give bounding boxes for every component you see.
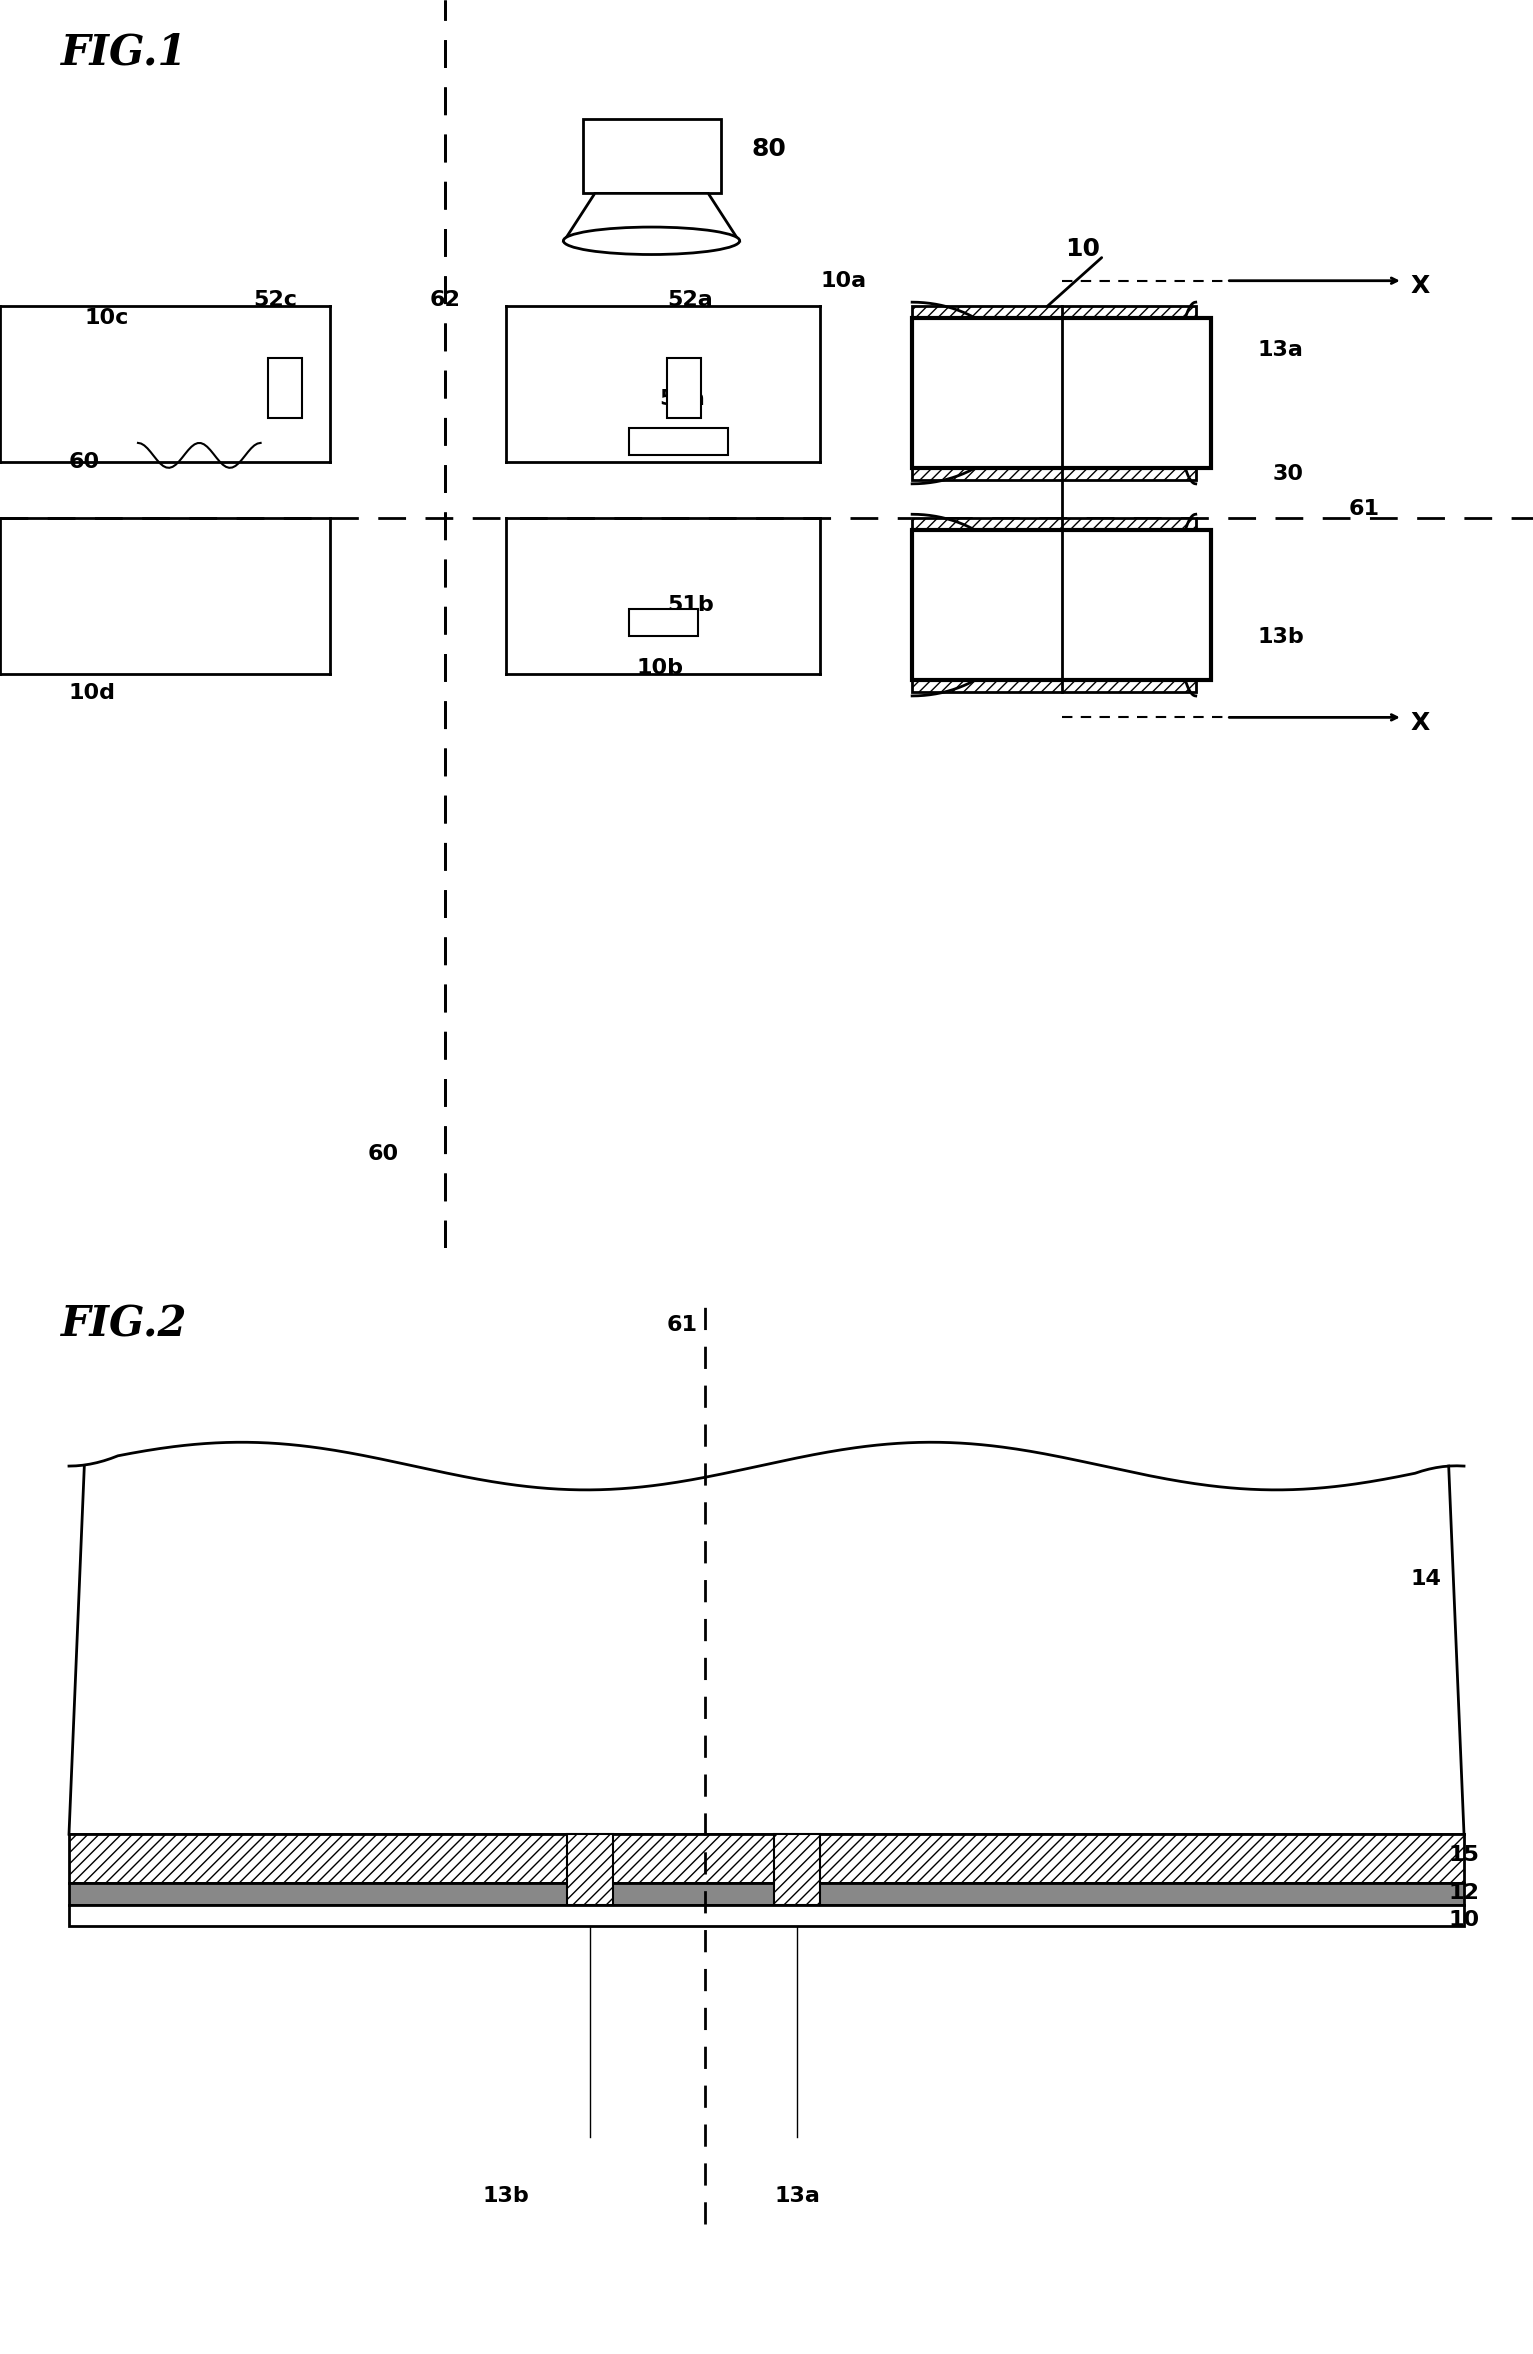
Text: FIG.2: FIG.2 bbox=[61, 1304, 189, 1346]
Polygon shape bbox=[1177, 513, 1196, 697]
Polygon shape bbox=[564, 193, 739, 240]
Bar bbox=[912, 530, 1211, 680]
Text: 80: 80 bbox=[751, 137, 786, 160]
Text: 13a: 13a bbox=[1257, 339, 1303, 360]
Text: 62: 62 bbox=[429, 290, 460, 311]
Text: FIG.1: FIG.1 bbox=[61, 31, 189, 73]
Bar bbox=[629, 610, 698, 636]
Text: 60: 60 bbox=[368, 1144, 399, 1165]
Bar bbox=[69, 1883, 1464, 1904]
Bar bbox=[774, 1834, 820, 1904]
Text: 52a: 52a bbox=[667, 290, 713, 311]
Bar bbox=[667, 358, 701, 419]
Bar bbox=[912, 518, 1196, 692]
Text: 61: 61 bbox=[667, 1316, 698, 1335]
Bar bbox=[567, 1834, 613, 1904]
Bar bbox=[912, 306, 1196, 480]
Text: 10c: 10c bbox=[84, 308, 129, 327]
Bar bbox=[69, 1904, 1464, 1926]
Text: 10: 10 bbox=[1449, 1911, 1479, 1930]
Text: X: X bbox=[1410, 273, 1430, 299]
Bar bbox=[69, 1834, 1464, 1883]
Text: 10: 10 bbox=[1065, 238, 1101, 261]
Text: 14: 14 bbox=[1410, 1570, 1441, 1589]
Text: 10a: 10a bbox=[820, 271, 866, 292]
Text: 51b: 51b bbox=[667, 596, 713, 614]
Polygon shape bbox=[912, 301, 1024, 485]
Text: 52c: 52c bbox=[253, 290, 297, 311]
Bar bbox=[912, 318, 1211, 468]
Text: 10d: 10d bbox=[69, 683, 117, 701]
Text: 13b: 13b bbox=[1257, 626, 1303, 647]
Polygon shape bbox=[912, 513, 1024, 697]
Text: 61: 61 bbox=[1349, 499, 1380, 520]
Text: 13a: 13a bbox=[774, 2187, 820, 2206]
Bar bbox=[629, 428, 728, 454]
Text: 10b: 10b bbox=[636, 657, 684, 678]
Text: X: X bbox=[1410, 711, 1430, 734]
Text: 60: 60 bbox=[69, 452, 100, 471]
Text: 51a: 51a bbox=[659, 388, 705, 410]
Bar bbox=[583, 118, 721, 193]
Text: 30: 30 bbox=[1272, 464, 1303, 485]
Text: 12: 12 bbox=[1449, 1883, 1479, 1902]
Text: 15: 15 bbox=[1449, 1846, 1479, 1864]
Bar bbox=[268, 358, 302, 419]
Ellipse shape bbox=[563, 226, 740, 254]
Text: 13b: 13b bbox=[483, 2187, 529, 2206]
Polygon shape bbox=[1177, 301, 1196, 485]
